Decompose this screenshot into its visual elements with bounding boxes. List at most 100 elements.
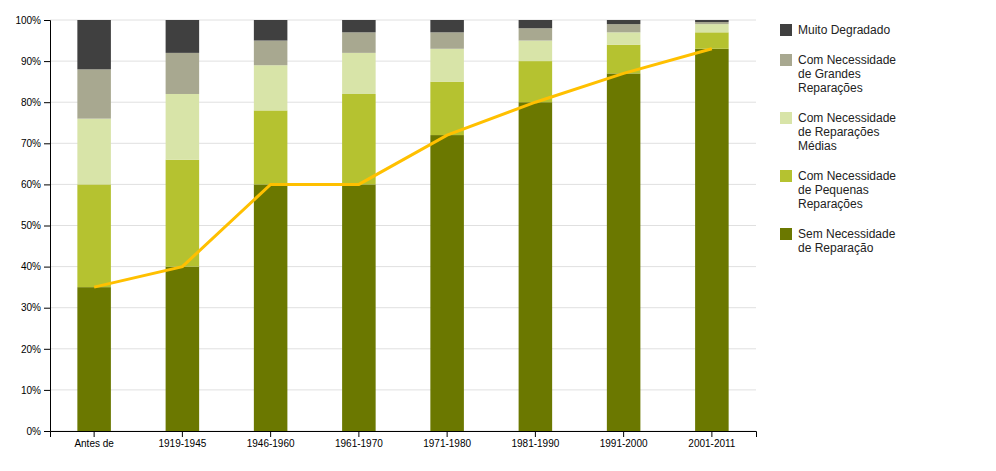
x-tick: 1981-1990: [511, 431, 559, 449]
tick-mark: [182, 431, 183, 437]
legend-label-line: de Grandes: [798, 67, 861, 81]
bar: [695, 20, 729, 22]
x-tick: Antes de: [74, 431, 114, 449]
bar: [166, 267, 200, 431]
bar: [430, 32, 464, 48]
legend-swatch: [780, 228, 792, 240]
tick-mark: [270, 431, 271, 437]
tick-mark: [535, 431, 536, 437]
tick-label: 10%: [21, 385, 41, 396]
tick-mark: [44, 102, 50, 103]
tick-mark: [44, 184, 50, 185]
tick-mark: [44, 390, 50, 391]
bar: [254, 184, 288, 431]
bar: [430, 82, 464, 135]
grid-line: [50, 389, 756, 390]
y-tick: 10%: [21, 385, 50, 396]
grid-line: [50, 307, 756, 308]
x-tick: 1946-1960: [247, 431, 295, 449]
bar: [166, 53, 200, 94]
grid-line: [50, 348, 756, 349]
tick-mark: [447, 431, 448, 437]
legend-label-line: de Pequenas: [798, 183, 869, 197]
line: [94, 49, 712, 287]
tick-mark: [94, 431, 95, 437]
tick-label: 1961-1970: [335, 438, 383, 449]
tick-mark: [44, 143, 50, 144]
x-tick: 1961-1970: [335, 431, 383, 449]
x-tick: 2001-2011: [688, 431, 736, 449]
legend-item: Muito Degradado: [780, 23, 890, 37]
bar: [254, 41, 288, 66]
tick-label: 2001-2011: [688, 438, 736, 449]
legend-label-line: Reparações: [798, 197, 863, 211]
legend-label: Com Necessidadede GrandesReparações: [798, 53, 896, 95]
tick-label: 0%: [27, 426, 42, 437]
legend-swatch: [780, 54, 792, 66]
tick-label: 60%: [21, 179, 41, 190]
grid-line: [50, 184, 756, 185]
tick-label: 70%: [21, 138, 41, 149]
y-tick: 20%: [21, 344, 50, 355]
bar: [519, 61, 553, 102]
y-tick: 100%: [15, 15, 50, 26]
grid-line: [50, 143, 756, 144]
tick-mark: [358, 431, 359, 437]
legend-swatch: [780, 24, 792, 36]
grid-line: [50, 225, 756, 226]
legend-swatch: [780, 112, 792, 124]
tick-mark: [44, 61, 50, 62]
x-tick: 1919-1945: [158, 431, 206, 449]
bar: [519, 20, 553, 28]
bar-series: [77, 49, 728, 431]
legend-item: Com Necessidadede ReparaçõesMédias: [780, 111, 896, 153]
bar-series: [77, 20, 728, 69]
legend-swatch: [780, 170, 792, 182]
bar: [430, 20, 464, 32]
tick-label: 1919-1945: [158, 438, 206, 449]
tick-mark: [44, 226, 50, 227]
tick-label: 30%: [21, 302, 41, 313]
grid-line: [50, 102, 756, 103]
tick-label: 90%: [21, 56, 41, 67]
tick-mark: [623, 431, 624, 437]
bar: [77, 69, 111, 118]
bar: [254, 65, 288, 110]
bar: [519, 41, 553, 62]
legend-label-line: Com Necessidade: [798, 111, 896, 125]
x-tick: 1991-2000: [600, 431, 648, 449]
bar: [607, 20, 641, 24]
y-tick: 70%: [21, 138, 50, 149]
legend-label-line: Com Necessidade: [798, 53, 896, 67]
grid-line: [50, 20, 756, 21]
legend-label-line: Médias: [798, 139, 837, 153]
axis-domain: [51, 432, 757, 438]
legend-label-line: Sem Necessidade: [798, 227, 896, 241]
bar: [695, 49, 729, 431]
tick-label: 1981-1990: [511, 438, 559, 449]
tick-label: 50%: [21, 220, 41, 231]
y-tick: 90%: [21, 56, 50, 67]
y-tick: 0%: [27, 426, 50, 437]
legend-label: Sem Necessidadede Reparação: [798, 227, 896, 255]
bar: [607, 24, 641, 32]
bar: [254, 110, 288, 184]
legend-label-line: de Reparação: [798, 241, 874, 255]
axis-domain: [44, 21, 51, 432]
tick-label: 40%: [21, 261, 41, 272]
bar: [695, 24, 729, 32]
bar: [77, 287, 111, 431]
legend-item: Sem Necessidadede Reparação: [780, 227, 896, 255]
bar: [430, 49, 464, 82]
tick-label: 1991-2000: [600, 438, 648, 449]
tick-label: Antes de: [74, 438, 114, 449]
bar: [519, 102, 553, 431]
tick-label: 100%: [15, 15, 41, 26]
legend-label-line: Muito Degradado: [798, 23, 890, 37]
tick-mark: [44, 431, 50, 432]
tick-mark: [711, 431, 712, 437]
legend-label: Muito Degradado: [798, 23, 890, 37]
legend-label-line: Reparações: [798, 81, 863, 95]
bar: [342, 20, 376, 32]
bar: [607, 73, 641, 431]
